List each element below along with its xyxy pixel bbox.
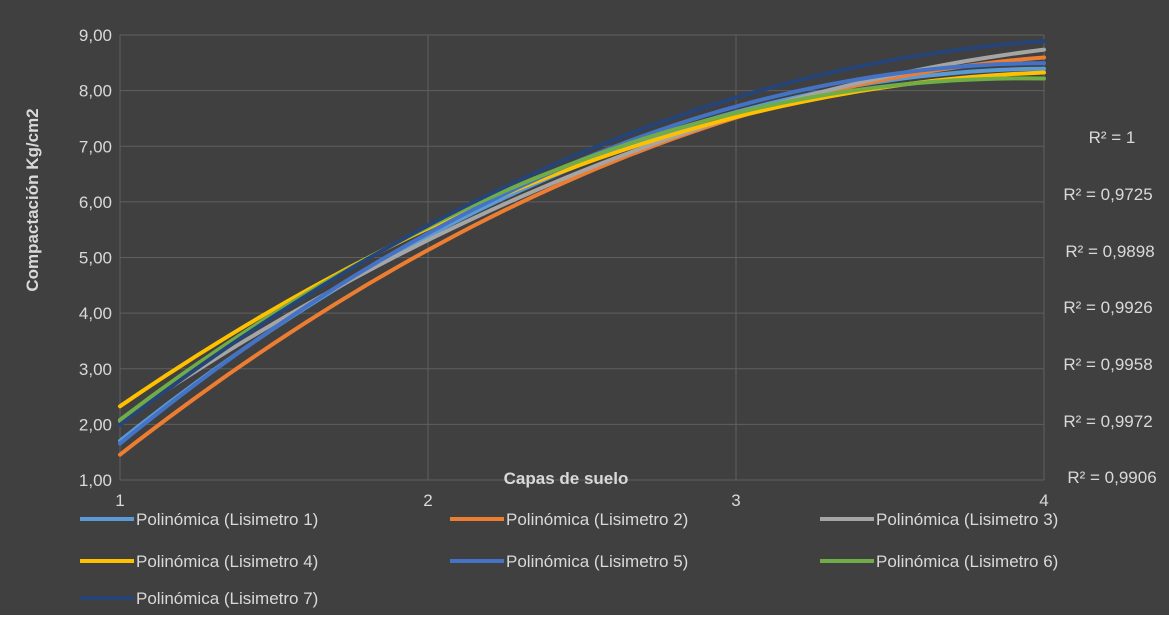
y-tick-label: 1,00 <box>79 471 112 490</box>
y-axis-ticks: 1,00 2,00 3,00 4,00 5,00 6,00 7,00 8,00 9,00 <box>79 26 112 490</box>
y-tick-label: 6,00 <box>79 193 112 212</box>
y-tick-label: 9,00 <box>79 26 112 45</box>
legend-entry: Polinómica (Lisimetro 6) <box>876 552 1058 571</box>
series-line-lisimetro-6 <box>118 76 1046 422</box>
r-squared-annotations: R² = 1 R² = 0,9725 R² = 0,9898 R² = 0,9926 R… <box>1063 128 1156 487</box>
y-tick-label: 5,00 <box>79 249 112 268</box>
legend-entry: Polinómica (Lisimetro 3) <box>876 510 1058 529</box>
y-tick-label: 4,00 <box>79 304 112 323</box>
r-squared-label: R² = 0,9972 <box>1063 412 1152 431</box>
r-squared-label: R² = 0,9898 <box>1065 242 1154 261</box>
legend: Polinómica (Lisimetro 1) Polinómica (Lisi… <box>80 510 1058 608</box>
x-tick-label: 3 <box>731 491 740 510</box>
r-squared-label: R² = 0,9906 <box>1067 468 1156 487</box>
legend-entry: Polinómica (Lisimetro 2) <box>506 510 688 529</box>
x-tick-label: 4 <box>1039 491 1048 510</box>
r-squared-label: R² = 0,9725 <box>1063 185 1152 204</box>
x-tick-label: 2 <box>423 491 432 510</box>
x-axis-ticks: 1 2 3 4 <box>115 491 1048 510</box>
x-axis-label: Capas de suelo <box>504 469 629 488</box>
y-tick-label: 3,00 <box>79 360 112 379</box>
x-tick-label: 1 <box>115 491 124 510</box>
y-tick-label: 7,00 <box>79 137 112 156</box>
y-axis-label: Compactación Kg/cm2 <box>23 108 42 291</box>
r-squared-label: R² = 0,9958 <box>1063 355 1152 374</box>
legend-entry: Polinómica (Lisimetro 7) <box>136 589 318 608</box>
legend-entry: Polinómica (Lisimetro 5) <box>506 552 688 571</box>
legend-entry: Polinómica (Lisimetro 1) <box>136 510 318 529</box>
legend-entry: Polinómica (Lisimetro 4) <box>136 552 318 571</box>
series-lines <box>118 39 1046 457</box>
y-tick-label: 8,00 <box>79 82 112 101</box>
r-squared-label: R² = 0,9926 <box>1063 298 1152 317</box>
y-tick-label: 2,00 <box>79 415 112 434</box>
series-line-lisimetro-7 <box>118 39 1046 427</box>
r-squared-label: R² = 1 <box>1089 128 1136 147</box>
series-line-lisimetro-2 <box>118 55 1046 457</box>
